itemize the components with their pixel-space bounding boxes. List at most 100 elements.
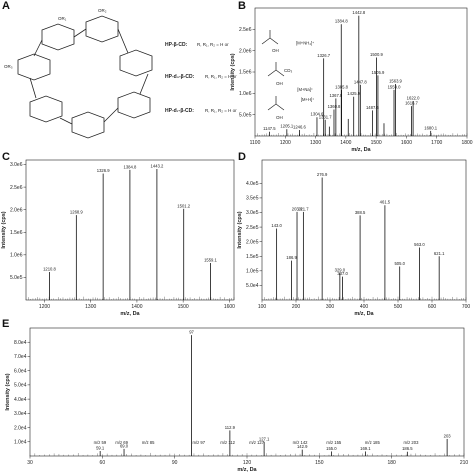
peak-label: 1384.8 — [124, 164, 137, 169]
x-tick-label: 300 — [326, 304, 335, 310]
peak-label: 1447.8 — [354, 79, 367, 84]
chart-c: 1200 1300 1400 1500 1600 5.0e5 1.0e6 1.5e6 2.0e6… — [1, 159, 235, 317]
y-tick-label: 2.5e6 — [239, 27, 252, 33]
x-tick-label: 210 — [460, 460, 469, 466]
x-tick-label: 1200 — [39, 304, 50, 310]
peak-label: 69.0 — [120, 443, 129, 448]
hp-group-1-oh: OH — [272, 48, 279, 53]
panel-letter-d: D — [238, 151, 246, 163]
y-tick-label: 3.5e5 — [246, 196, 259, 202]
glucose-ring-5 — [71, 111, 105, 139]
peak-label: 203.0 — [292, 206, 303, 211]
adduct-annotation: [M+NH₄]⁺ — [296, 40, 314, 45]
chart-e: 30 60 90 120 150 180 210 1.0e4 2.0e4 3.0e4 4.0e4 5.… — [5, 327, 469, 473]
hp-group-2-oh: OH — [276, 81, 283, 86]
peak-label: 1505.9 — [372, 70, 385, 75]
y-tick-label: 2.0e6 — [10, 207, 23, 213]
fragment-label: m/z 203 — [404, 440, 420, 445]
peak-label: 1563.9 — [389, 78, 402, 83]
x-tick-label: 1400 — [340, 140, 351, 146]
y-tick-label: 3.0e5 — [246, 210, 259, 216]
peak-label: 169.1 — [360, 446, 371, 451]
peak-label: 337.0 — [337, 271, 348, 276]
plot-frame — [261, 159, 467, 301]
y-axis-title: Intensity (cps) — [1, 211, 7, 248]
x-tick-label: 1400 — [131, 304, 142, 310]
y-tick-label: 1.0e5 — [246, 269, 259, 275]
hp-group-2-cd3: CD₃ — [284, 68, 292, 73]
fragment-label: m/z 185 — [365, 440, 381, 445]
y-tick-label: 1.0e4 — [14, 439, 27, 445]
hp-group-1-icon — [261, 30, 279, 45]
peak-label: 142.9 — [297, 444, 308, 449]
peak-label: 1326.7 — [317, 53, 330, 58]
peak-label: 1443.2 — [150, 164, 163, 169]
peak-label: 203 — [444, 433, 452, 438]
y-tick-label: 2.0e5 — [246, 239, 259, 245]
x-tick-label: 1100 — [250, 140, 261, 146]
x-tick-label: 1500 — [178, 304, 189, 310]
ring-label-or3: OR₃ — [4, 64, 13, 69]
y-tick-label: 6.0e4 — [14, 368, 27, 374]
panel-letter-e: E — [2, 318, 10, 330]
legend-hp-bcd-desc: R, R₁, R₂ = H or — [197, 42, 229, 47]
peak-label: 461.5 — [380, 200, 391, 205]
y-tick-label: 3.0e4 — [14, 411, 27, 417]
x-tick-label: 200 — [292, 304, 301, 310]
y-tick-label: 3.0e6 — [10, 162, 23, 168]
panel-letter-b: B — [238, 0, 246, 12]
x-tick-label: 1500 — [371, 140, 382, 146]
y-tick-label: 1.0e6 — [10, 253, 23, 259]
fragment-label: m/z 69 — [115, 440, 128, 445]
peak-label: 1331.7 — [319, 114, 332, 119]
y-tick-label: 7.0e4 — [14, 354, 27, 360]
peak-label: 1304.6 — [311, 112, 324, 117]
peak-label: 1246.6 — [293, 125, 306, 130]
x-tick-label: 30 — [27, 460, 33, 466]
peak-label: 1385.8 — [335, 84, 348, 89]
y-tick-label: 5.0e5 — [239, 112, 252, 118]
adduct-annotation: [M+Na]⁺ — [297, 87, 313, 92]
y-tick-label: 5.0e5 — [10, 275, 23, 281]
legend-hp-d3-desc: R, R₁, R₂ = H or — [205, 74, 237, 79]
panel-a-ring-labels: OR₁ OR₂ OR₃ — [4, 8, 107, 69]
peak-label: 1622.0 — [407, 96, 420, 101]
panel-a-structure — [17, 15, 153, 139]
y-tick-label: 2.5e5 — [246, 225, 259, 231]
x-tick-label: 1700 — [431, 140, 442, 146]
x-tick-label: 1200 — [280, 140, 291, 146]
peak-label: 1501.2 — [177, 203, 190, 208]
peak-label: 563.0 — [414, 242, 425, 247]
peak-label: 186.9 — [286, 255, 297, 260]
glucose-ring-3 — [119, 49, 153, 77]
peak-label: 621.1 — [434, 251, 445, 256]
y-tick-label: 8.0e4 — [14, 340, 27, 346]
peak-label: 1559.0 — [388, 84, 401, 89]
peak-label: 1616.7 — [405, 101, 418, 106]
x-axis-title: m/z, Da — [237, 467, 257, 473]
x-tick-label: 90 — [172, 460, 178, 466]
peak-label: 276.9 — [317, 172, 328, 177]
x-tick-label: 1800 — [461, 140, 472, 146]
fragment-label: m/z 127 — [249, 440, 265, 445]
y-tick-label: 5.0e4 — [246, 283, 259, 289]
peak-label: 388.5 — [355, 210, 366, 215]
peak-label: 1425.9 — [347, 91, 360, 96]
peak-label: 1559.1 — [204, 257, 217, 262]
panel-a-legend: HP-β-CD: R, R₁, R₂ = H or HP-d₃-β-CD: R,… — [165, 30, 292, 120]
x-tick-label: 100 — [258, 304, 267, 310]
x-tick-label: 1300 — [85, 304, 96, 310]
peak-label: 1500.9 — [370, 52, 383, 57]
hp-group-2-icon — [267, 62, 285, 77]
peak-label: 143.0 — [271, 223, 282, 228]
peak-label: 155.0 — [326, 446, 337, 451]
y-tick-label: 5.0e4 — [14, 383, 27, 389]
peak-label: 97 — [189, 330, 194, 335]
legend-hp-d3-label: HP-d₃-β-CD: — [165, 74, 195, 80]
peak-label: 1360.8 — [328, 104, 341, 109]
x-tick-label: 180 — [387, 460, 396, 466]
y-tick-label: 1.0e6 — [239, 91, 252, 97]
peak-label: 1205.1 — [280, 124, 293, 129]
peak-label: 1326.9 — [97, 168, 110, 173]
